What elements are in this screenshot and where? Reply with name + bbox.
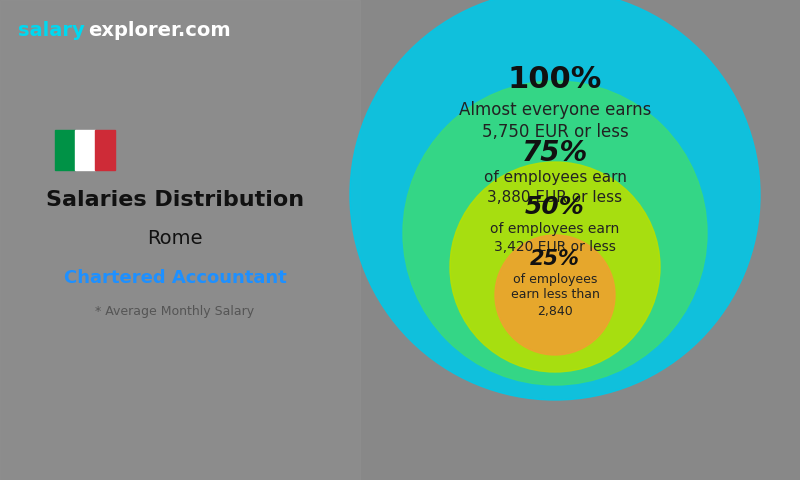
Circle shape xyxy=(350,0,760,400)
Text: * Average Monthly Salary: * Average Monthly Salary xyxy=(95,305,254,319)
Text: Rome: Rome xyxy=(147,228,202,248)
Text: salary: salary xyxy=(18,21,85,39)
Text: 2,840: 2,840 xyxy=(537,304,573,317)
Bar xyxy=(75,130,95,170)
Circle shape xyxy=(403,81,707,385)
Text: 5,750 EUR or less: 5,750 EUR or less xyxy=(482,123,628,141)
Text: 3,420 EUR or less: 3,420 EUR or less xyxy=(494,240,616,254)
Bar xyxy=(95,130,115,170)
Text: explorer.com: explorer.com xyxy=(88,21,230,39)
Text: 100%: 100% xyxy=(508,65,602,95)
Text: Chartered Accountant: Chartered Accountant xyxy=(64,269,286,287)
Text: 50%: 50% xyxy=(525,195,585,219)
Text: of employees: of employees xyxy=(513,273,597,286)
Circle shape xyxy=(450,162,660,372)
Bar xyxy=(0,0,360,480)
Text: 75%: 75% xyxy=(522,139,588,167)
Text: Salaries Distribution: Salaries Distribution xyxy=(46,190,304,210)
Text: of employees earn: of employees earn xyxy=(483,170,626,185)
Text: Almost everyone earns: Almost everyone earns xyxy=(459,101,651,119)
Text: of employees earn: of employees earn xyxy=(490,222,620,236)
Bar xyxy=(55,130,75,170)
Circle shape xyxy=(495,235,615,355)
Text: 3,880 EUR or less: 3,880 EUR or less xyxy=(487,191,622,205)
Text: 25%: 25% xyxy=(530,249,580,269)
Text: earn less than: earn less than xyxy=(510,288,599,301)
